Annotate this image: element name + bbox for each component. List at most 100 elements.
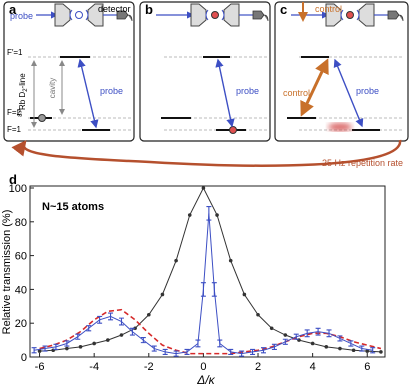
- error-bar: [195, 339, 201, 348]
- detector: [252, 10, 269, 22]
- level-label: F=2: [7, 108, 22, 117]
- probe-label: probe: [10, 11, 33, 21]
- error-bar: [140, 337, 146, 344]
- atom: [38, 114, 46, 122]
- error-bar: [184, 348, 190, 356]
- error-bar: [271, 343, 277, 350]
- x-tick-label: 2: [255, 361, 261, 373]
- cavity-mode: [69, 9, 89, 21]
- error-bar: [370, 347, 376, 354]
- mirror: [325, 3, 342, 27]
- plot-frame: [29, 185, 386, 358]
- mirror: [87, 3, 104, 27]
- error-bar: [118, 317, 124, 326]
- atom: [229, 126, 237, 134]
- series-line: [34, 213, 373, 355]
- data-point: [146, 312, 151, 317]
- error-bar: [293, 333, 299, 340]
- atom-cloud: [328, 123, 352, 131]
- panel-frame: [139, 1, 271, 142]
- chart: d N~15 atoms Relative transmission (%) Δ…: [1, 172, 386, 387]
- mirror: [54, 3, 71, 27]
- error-bar: [200, 282, 206, 297]
- x-axis-label: Δ/κ: [196, 373, 215, 387]
- control-label: control: [315, 4, 342, 14]
- cavity-mode: [340, 9, 360, 21]
- x-tick-label: -4: [89, 361, 99, 373]
- data-point: [351, 348, 356, 353]
- panel-label: a: [9, 2, 17, 17]
- mirror: [190, 3, 207, 27]
- y-tick-label: 20: [15, 318, 27, 330]
- panel-label: c: [280, 2, 287, 17]
- error-bar: [206, 206, 212, 221]
- error-bar: [75, 333, 81, 340]
- error-bar: [239, 350, 245, 357]
- y-axis-label: Relative transmission (%): [1, 210, 13, 335]
- error-bar: [173, 350, 179, 357]
- x-tick-label: -2: [144, 361, 154, 373]
- data-point: [133, 326, 137, 331]
- data-point: [283, 333, 288, 337]
- error-bar: [282, 338, 288, 345]
- probe-label: probe: [356, 86, 379, 96]
- error-bar: [86, 325, 92, 332]
- x-tick-label: -6: [35, 361, 45, 373]
- probe-label: probe: [236, 86, 259, 96]
- error-bar: [129, 327, 135, 336]
- data-point: [106, 338, 110, 342]
- d2-line-label: 87Rb D2-line: [18, 73, 29, 117]
- cavity-mode: [205, 9, 225, 21]
- series-line: [39, 186, 381, 353]
- y-tick-label: 0: [21, 352, 27, 364]
- cavity-label: cavity: [48, 78, 57, 98]
- error-bar: [250, 348, 256, 356]
- mirror: [223, 3, 240, 27]
- panel-frame: [3, 1, 135, 142]
- detector: [387, 10, 404, 22]
- error-bar: [64, 340, 70, 347]
- series-line: [39, 308, 382, 355]
- x-tick-label: 6: [364, 361, 370, 373]
- data-point: [119, 333, 124, 337]
- data-point: [228, 258, 233, 263]
- level-label: F=1: [7, 125, 22, 134]
- error-bar: [228, 348, 234, 356]
- x-tick-label: 0: [200, 361, 206, 373]
- data-point: [310, 341, 315, 346]
- atom: [211, 11, 219, 19]
- transition: [215, 58, 235, 128]
- diagrams: [3, 1, 409, 142]
- error-bar: [162, 348, 168, 356]
- error-bar: [217, 339, 223, 348]
- atom: [346, 11, 354, 19]
- error-bar: [337, 335, 343, 342]
- data-point: [324, 345, 329, 349]
- error-bar: [151, 345, 157, 352]
- error-bar: [348, 340, 354, 347]
- detector: [116, 10, 133, 22]
- data-point: [174, 258, 178, 263]
- control-label: control: [283, 88, 310, 98]
- transition: [333, 58, 364, 128]
- error-bar: [97, 315, 103, 324]
- transition: [300, 58, 329, 117]
- error-bar: [315, 327, 321, 336]
- data-point: [365, 349, 370, 353]
- data-point: [201, 186, 206, 190]
- error-bar: [211, 282, 217, 297]
- repetition-label: 25 Hz repetition rate: [322, 158, 403, 168]
- data-point: [338, 346, 342, 351]
- data-point: [256, 312, 260, 317]
- panel-label: b: [145, 2, 153, 17]
- y-tick-label: 100: [9, 183, 27, 195]
- data-point: [269, 326, 274, 331]
- annotation: N~15 atoms: [42, 201, 104, 213]
- data-point: [78, 345, 83, 349]
- data-point: [379, 350, 383, 354]
- mirror: [358, 3, 375, 27]
- cycle-arrow: [11, 139, 402, 167]
- probe-label: probe: [100, 86, 123, 96]
- error-bar: [108, 312, 114, 321]
